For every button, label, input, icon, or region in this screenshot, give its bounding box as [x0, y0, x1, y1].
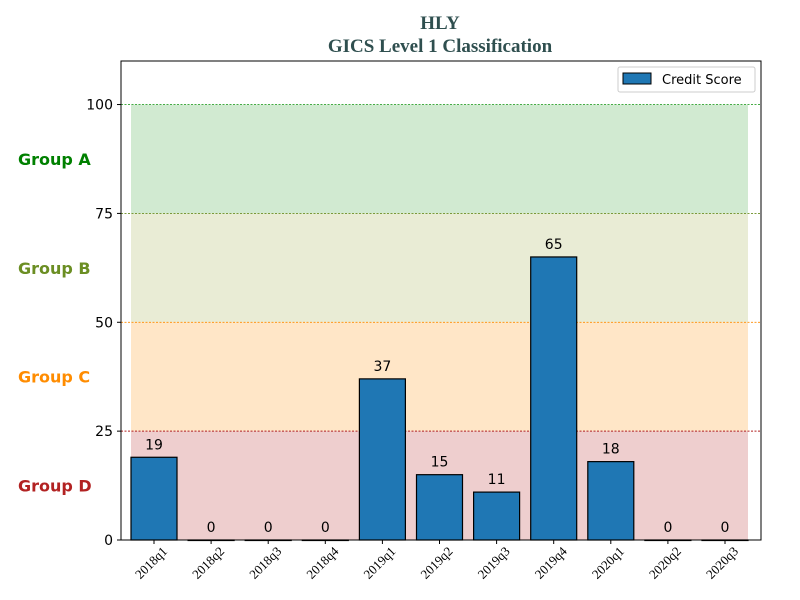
- bar-2019q2: [415, 474, 464, 541]
- bar-value-label: 0: [207, 520, 216, 536]
- bar-value-label: 0: [264, 520, 273, 536]
- y-axis: 0 25 50 75 100: [86, 98, 121, 549]
- band-group-c: [131, 322, 748, 432]
- bar-value-labels: 19 0 0 0 37 15 11 65 18 0 0: [145, 237, 729, 536]
- x-tick-label: 2019q2: [417, 544, 455, 582]
- x-tick-label: 2018q3: [246, 544, 284, 582]
- x-tick-label: 2020q3: [703, 544, 741, 582]
- y-tick-label: 50: [95, 315, 113, 331]
- chart-subtitle: GICS Level 1 Classification: [328, 36, 553, 57]
- bar-2019q4: [530, 256, 578, 541]
- plot-frame: [120, 60, 762, 541]
- x-axis: 2018q1 2018q2 2018q3 2018q4 2019q1 2019q2 2019…: [132, 540, 741, 582]
- bar-value-label: 19: [145, 437, 163, 453]
- bar-2019q1: [358, 378, 406, 541]
- group-label: Group B: [18, 259, 91, 278]
- x-tick-label: 2019q3: [475, 544, 513, 582]
- group-label: Group A: [18, 150, 91, 169]
- y-tick-label: 100: [86, 98, 113, 114]
- y-tick-label: 75: [95, 206, 113, 222]
- x-tick-label: 2020q2: [646, 544, 684, 582]
- group-label: Group C: [18, 368, 90, 387]
- x-tick-label: 2018q2: [189, 544, 227, 582]
- legend: Credit Score: [617, 66, 756, 93]
- chart-title: HLY: [420, 13, 460, 34]
- bar-value-label: 15: [431, 455, 449, 471]
- band-group-a: [131, 104, 748, 214]
- x-tick-label: 2019q1: [360, 544, 398, 582]
- bar-value-label: 37: [373, 359, 391, 375]
- bar-value-label: 65: [545, 237, 563, 253]
- y-tick-label: 0: [104, 533, 113, 549]
- bar-value-label: 0: [721, 520, 730, 536]
- group-label: Group D: [18, 477, 92, 496]
- bar-value-label: 18: [602, 442, 620, 458]
- bar-2019q3: [473, 491, 521, 541]
- legend-box: [617, 66, 756, 93]
- x-tick-label: 2018q4: [303, 543, 342, 582]
- bar-value-label: 0: [321, 520, 330, 536]
- y-tick-label: 25: [95, 424, 113, 440]
- bar-2018q1: [130, 456, 178, 541]
- x-tick-label: 2019q4: [532, 543, 571, 582]
- band-group-b: [131, 213, 748, 323]
- group-labels: Group A Group B Group C Group D: [18, 150, 92, 496]
- bar-value-label: 0: [663, 520, 672, 536]
- x-tick-label: 2020q1: [589, 544, 627, 582]
- x-tick-label: 2018q1: [132, 544, 170, 582]
- bar-2020q1: [587, 461, 635, 541]
- legend-swatch: [622, 72, 652, 85]
- legend-label: Credit Score: [662, 73, 742, 88]
- bar-value-label: 11: [488, 472, 506, 488]
